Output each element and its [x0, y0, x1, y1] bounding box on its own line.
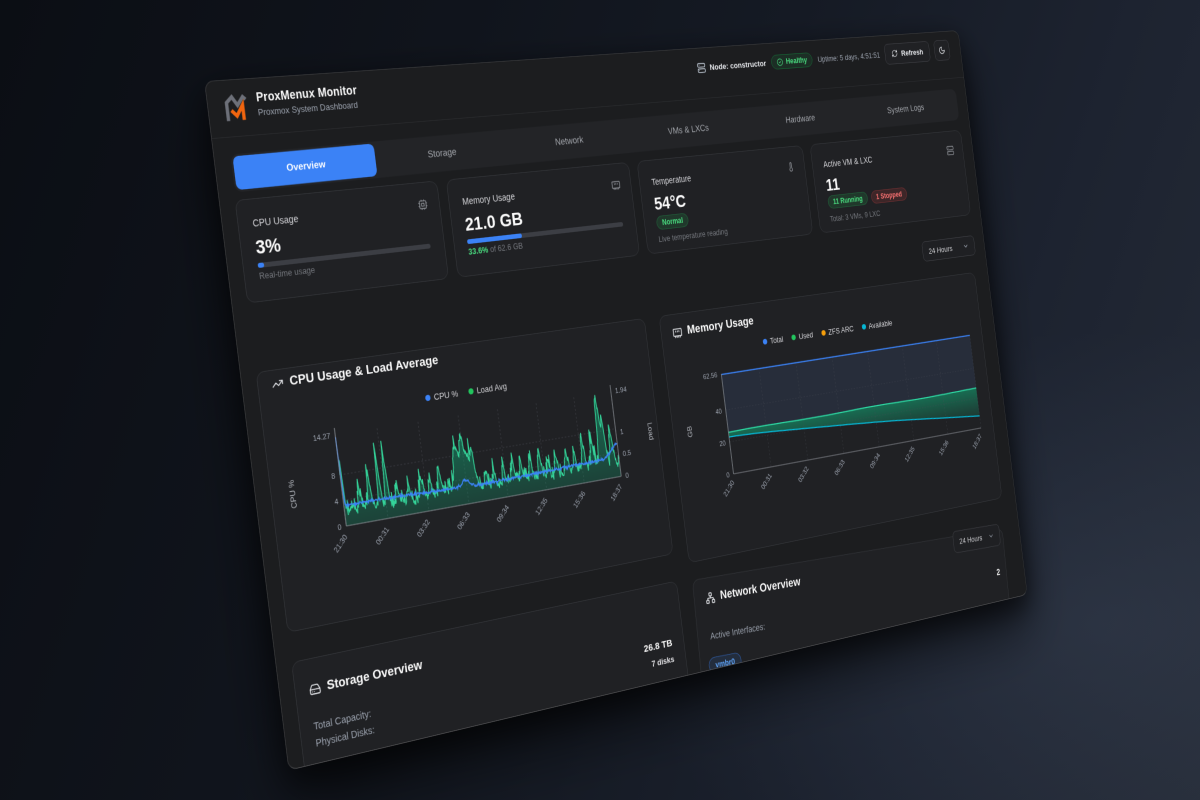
- svg-text:15:36: 15:36: [572, 489, 587, 510]
- svg-text:21:30: 21:30: [332, 532, 349, 554]
- svg-text:00:31: 00:31: [374, 525, 391, 547]
- svg-text:0: 0: [726, 471, 731, 480]
- svg-text:12:35: 12:35: [534, 496, 549, 517]
- svg-text:06:33: 06:33: [456, 510, 472, 531]
- svg-text:12:35: 12:35: [904, 445, 917, 464]
- svg-text:Load: Load: [646, 422, 656, 441]
- svg-text:03:32: 03:32: [797, 465, 810, 484]
- svg-text:40: 40: [715, 407, 723, 416]
- svg-text:8: 8: [331, 471, 336, 481]
- svg-text:15:36: 15:36: [938, 438, 950, 457]
- svg-text:00:31: 00:31: [760, 471, 774, 491]
- svg-text:14.27: 14.27: [312, 431, 331, 443]
- svg-text:1: 1: [620, 427, 625, 436]
- svg-text:GB: GB: [685, 425, 694, 438]
- svg-text:20: 20: [719, 439, 727, 448]
- svg-text:09:34: 09:34: [869, 451, 882, 470]
- svg-text:21:30: 21:30: [722, 478, 736, 498]
- svg-text:62.56: 62.56: [703, 371, 719, 381]
- svg-text:0.5: 0.5: [622, 448, 632, 458]
- svg-text:03:32: 03:32: [415, 518, 431, 539]
- svg-text:1.94: 1.94: [615, 385, 628, 395]
- svg-text:18:37: 18:37: [609, 483, 624, 503]
- svg-text:09:34: 09:34: [495, 503, 511, 524]
- svg-text:18:37: 18:37: [971, 432, 983, 450]
- svg-text:4: 4: [334, 497, 339, 507]
- svg-text:06:33: 06:33: [833, 458, 846, 477]
- svg-text:CPU %: CPU %: [286, 479, 298, 509]
- svg-text:0: 0: [625, 471, 630, 480]
- svg-text:0: 0: [337, 522, 342, 532]
